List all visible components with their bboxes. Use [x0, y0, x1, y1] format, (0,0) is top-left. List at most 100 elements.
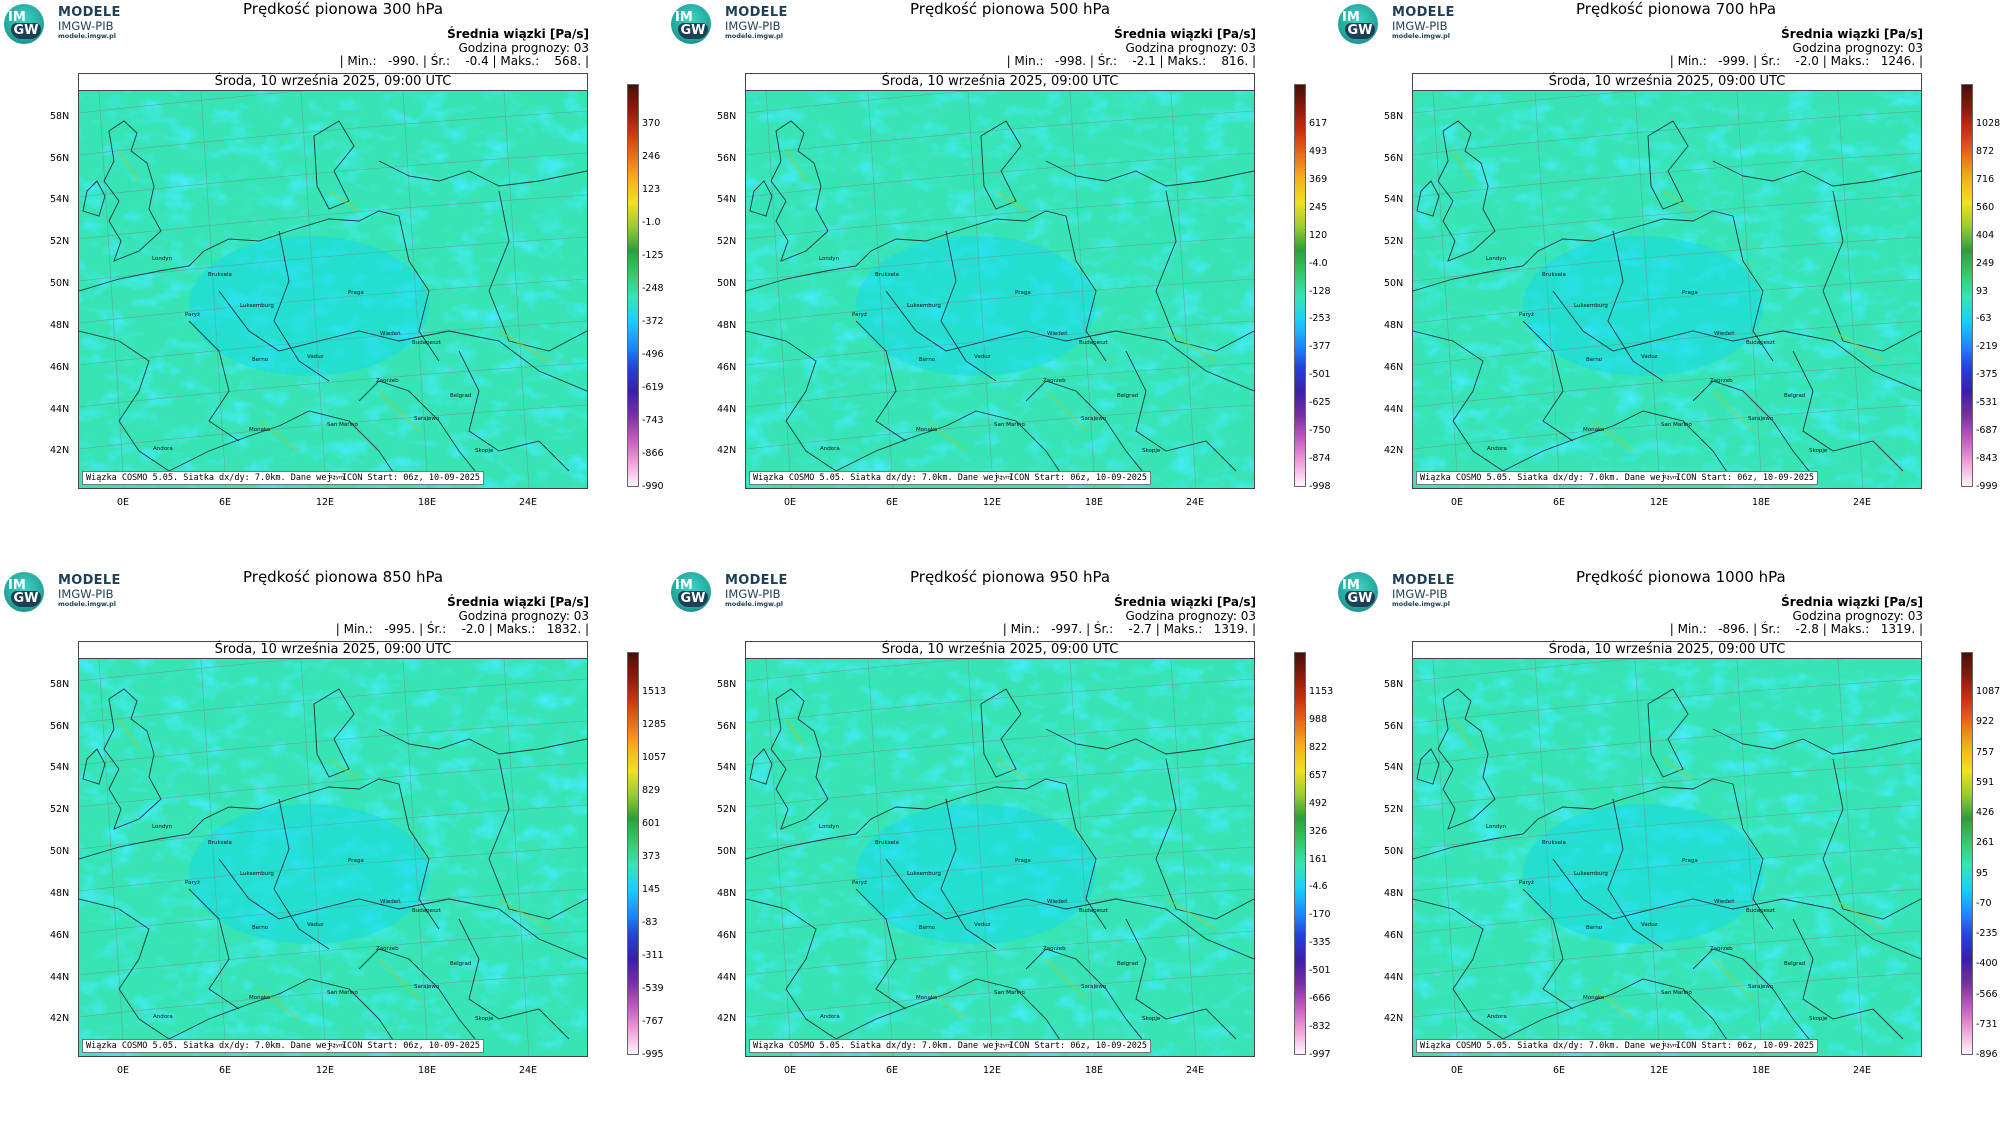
colorbar-tick-label: 249: [1976, 257, 1995, 269]
forecast-panel: IM GW MODELE IMGW-PIB modele.imgw.pl Prędkość…: [667, 568, 1334, 1136]
colorbar-tick-label: -990: [642, 481, 664, 492]
colorbar-tick-label: -832: [1309, 1021, 1331, 1033]
city-label: Berno: [1586, 357, 1603, 363]
longitude-label: 18E: [417, 1065, 437, 1076]
colorbar-tick-label: 560: [1976, 201, 1995, 213]
city-label: Londyn: [819, 256, 840, 262]
longitude-label: 0E: [783, 497, 797, 508]
valid-date: Środa, 10 września 2025, 09:00 UTC: [1413, 642, 1921, 659]
city-label: Zagrzeb: [1043, 946, 1066, 952]
city-label: San Marino: [327, 990, 358, 996]
colorbar-tick-label: -63: [1976, 313, 1992, 325]
colorbar-tick-label: 93: [1976, 285, 1989, 297]
forecast-map-image: [1413, 659, 1921, 1056]
latitude-label: 46N: [50, 362, 70, 373]
city-label: Zagrzeb: [1043, 378, 1066, 384]
longitude-label: 12E: [1649, 1065, 1669, 1076]
colorbar-tick-label: 822: [1309, 741, 1328, 753]
colorbar-tick-label: -125: [642, 250, 664, 261]
colorbar-tick-label: 829: [642, 785, 661, 796]
longitude-label: 12E: [315, 497, 335, 508]
city-label: Praga: [348, 858, 364, 864]
latitude-label: 46N: [717, 362, 737, 373]
meta-variable: Średnia wiązki [Pa/s]: [1114, 595, 1256, 609]
colorbar-tick-label: -400: [1976, 958, 1998, 970]
logo-mark-top: IM: [8, 10, 26, 25]
colorbar-tick-label: -311: [642, 950, 664, 961]
latitude-label: 50N: [50, 278, 70, 289]
map-frame: Środa, 10 września 2025, 09:00 UTC Wiązka…: [745, 73, 1255, 489]
logo-url: modele.imgw.pl: [58, 599, 116, 608]
latitude-label: 58N: [50, 111, 70, 122]
city-label: Andora: [820, 446, 840, 452]
city-label: San Marino: [1661, 422, 1692, 428]
longitude-label: 6E: [1552, 497, 1566, 508]
colorbar-tick-label: 95: [1976, 867, 1989, 879]
longitude-label: 6E: [885, 1065, 899, 1076]
logo-mark-top: IM: [1342, 10, 1360, 25]
longitude-label: 12E: [1649, 497, 1669, 508]
latitude-label: 46N: [1384, 362, 1404, 373]
longitude-label: 18E: [1084, 497, 1104, 508]
panel-meta: Średnia wiązki [Pa/s] Godzina prognozy: 0…: [1603, 27, 1923, 69]
meta-variable: Średnia wiązki [Pa/s]: [447, 595, 589, 609]
city-label: Wiedeń: [380, 899, 401, 905]
city-label: Belgrad: [1117, 393, 1139, 399]
valid-date: Środa, 10 września 2025, 09:00 UTC: [1413, 74, 1921, 91]
longitude-label: 18E: [1751, 1065, 1771, 1076]
city-label: Vaduz: [307, 922, 324, 928]
longitude-label: 18E: [417, 497, 437, 508]
latitude-label: 52N: [717, 236, 737, 247]
colorbar-tick-label: 326: [1309, 825, 1328, 837]
city-label: Budapeszt: [412, 340, 441, 346]
latitude-label: 50N: [50, 846, 70, 857]
colorbar-tick-label: 922: [1976, 716, 1995, 728]
forecast-panel: IM GW MODELE IMGW-PIB modele.imgw.pl Prędkość…: [0, 568, 667, 1136]
imgw-logo: IM GW MODELE IMGW-PIB modele.imgw.pl: [1338, 4, 1454, 44]
city-label: Luksemburg: [907, 871, 941, 877]
logo-mark-bottom: GW: [1345, 23, 1375, 39]
longitude-label: 24E: [518, 497, 538, 508]
meta-variable: Średnia wiązki [Pa/s]: [1781, 27, 1923, 41]
city-label: Vaduz: [974, 354, 991, 360]
model-footer: Wiązka COSMO 5.05. Siatka dx/dy: 7.0km. …: [749, 1039, 1152, 1053]
colorbar-tick-label: -995: [642, 1049, 664, 1060]
latitude-label: 42N: [50, 445, 70, 456]
city-label: Belgrad: [1784, 961, 1806, 967]
colorbar-tick-label: -896: [1976, 1049, 1998, 1060]
latitude-label: 58N: [1384, 679, 1404, 690]
city-label: Luksemburg: [1574, 303, 1608, 309]
city-label: Skopje: [1809, 448, 1828, 454]
colorbar-tick-label: 426: [1976, 807, 1995, 818]
imgw-logo: IM GW MODELE IMGW-PIB modele.imgw.pl: [4, 4, 120, 44]
city-label: Monako: [1583, 427, 1605, 433]
colorbar-tick-label: -997: [1309, 1049, 1331, 1060]
latitude-label: 44N: [717, 404, 737, 415]
logo-text: MODELE IMGW-PIB modele.imgw.pl: [1392, 6, 1455, 40]
imgw-logo: IM GW MODELE IMGW-PIB modele.imgw.pl: [1338, 572, 1454, 612]
city-label: Bruksela: [208, 840, 232, 846]
colorbar-tick-label: -1.0: [642, 217, 661, 228]
model-footer: Wiązka COSMO 5.05. Siatka dx/dy: 7.0km. …: [1416, 471, 1819, 485]
latitude-label: 54N: [1384, 762, 1404, 773]
logo-line1: MODELE: [1392, 5, 1455, 20]
city-label: Wiedeń: [1047, 331, 1068, 337]
logo-line1: MODELE: [58, 573, 121, 588]
latitude-label: 42N: [717, 1013, 737, 1024]
city-label: Luksemburg: [1574, 871, 1608, 877]
logo-mark-top: IM: [675, 578, 693, 593]
logo-mark-icon: IM GW: [671, 4, 711, 44]
colorbar-tick-label: 145: [642, 884, 661, 895]
colorbar-tick-label: -335: [1309, 937, 1331, 949]
city-label: Andora: [1487, 1014, 1507, 1020]
meta-forecast-hour: Godzina prognozy: 03: [1125, 40, 1256, 55]
logo-line1: MODELE: [1392, 573, 1455, 588]
colorbar-tick-label: 657: [1309, 769, 1328, 781]
logo-mark-icon: IM GW: [671, 572, 711, 612]
longitude-label: 12E: [982, 497, 1002, 508]
logo-url: modele.imgw.pl: [725, 599, 783, 608]
colorbar-tick-label: -843: [1976, 453, 1998, 465]
colorbar-tick-label: -248: [642, 283, 664, 294]
colorbar-tick-label: -219: [1976, 341, 1998, 353]
logo-line1: MODELE: [58, 5, 121, 20]
